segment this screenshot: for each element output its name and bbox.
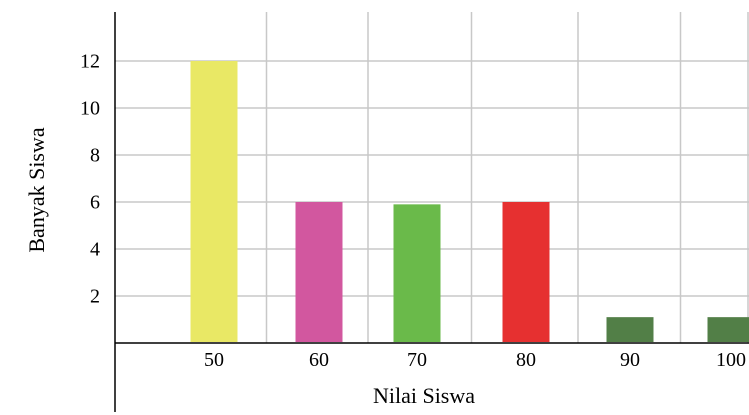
y-tick-label: 10 bbox=[80, 98, 100, 120]
y-tick-label: 12 bbox=[80, 51, 100, 73]
y-axis-title: Banyak Siswa bbox=[24, 127, 49, 253]
x-tick-label: 100 bbox=[716, 349, 746, 371]
y-tick-label: 4 bbox=[90, 239, 100, 261]
x-tick-labels: 50 60 70 80 90 100 bbox=[204, 349, 746, 371]
bar-100 bbox=[707, 317, 749, 342]
x-tick-label: 60 bbox=[309, 349, 329, 371]
bars bbox=[190, 61, 749, 342]
bar-80 bbox=[502, 202, 550, 342]
x-tick-label: 50 bbox=[204, 349, 224, 371]
y-tick-labels: 2 4 6 8 10 12 bbox=[80, 51, 100, 308]
x-tick-label: 70 bbox=[407, 349, 427, 371]
x-tick-label: 80 bbox=[516, 349, 536, 371]
y-tick-label: 2 bbox=[90, 286, 100, 308]
x-tick-label: 90 bbox=[620, 349, 640, 371]
y-tick-label: 8 bbox=[90, 145, 100, 167]
y-tick-label: 6 bbox=[90, 192, 100, 214]
bar-50 bbox=[190, 61, 238, 342]
bar-70 bbox=[393, 204, 441, 342]
x-axis-title: Nilai Siswa bbox=[373, 383, 475, 408]
bar-60 bbox=[295, 202, 343, 342]
bar-90 bbox=[606, 317, 654, 342]
